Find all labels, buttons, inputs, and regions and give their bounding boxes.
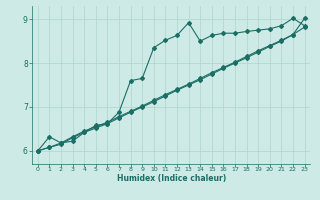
X-axis label: Humidex (Indice chaleur): Humidex (Indice chaleur) xyxy=(116,174,226,183)
